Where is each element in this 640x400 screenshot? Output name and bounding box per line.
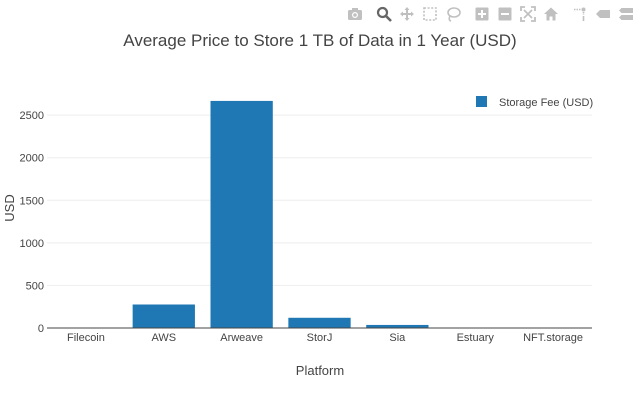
bar-storj[interactable] xyxy=(288,317,351,328)
lasso-select-icon[interactable] xyxy=(443,4,463,24)
zoom-out-icon[interactable] xyxy=(495,4,515,24)
x-tick-label: AWS xyxy=(151,332,176,344)
x-tick-label: Arweave xyxy=(220,332,263,344)
legend-label: Storage Fee (USD) xyxy=(499,97,593,109)
y-tick-label: 2000 xyxy=(20,153,44,165)
camera-icon[interactable] xyxy=(345,4,365,24)
y-tick-label: 0 xyxy=(38,323,44,335)
reset-axes-icon[interactable] xyxy=(541,4,561,24)
y-tick-labels: 0 500 1000 1500 2000 2500 xyxy=(20,110,44,335)
gridlines xyxy=(47,114,592,286)
zoom-icon[interactable] xyxy=(374,4,394,24)
autoscale-icon[interactable] xyxy=(518,4,538,24)
hover-compare-icon[interactable] xyxy=(616,4,636,24)
pan-icon[interactable] xyxy=(397,4,417,24)
legend-swatch[interactable] xyxy=(476,96,487,107)
spike-lines-icon[interactable] xyxy=(570,4,590,24)
legend[interactable]: Storage Fee (USD) xyxy=(476,96,593,109)
y-tick-label: 500 xyxy=(26,280,44,292)
y-axis-title: USD xyxy=(2,194,17,221)
x-axis-title: Platform xyxy=(296,363,344,378)
y-tick-label: 2500 xyxy=(20,110,44,122)
x-tick-label: Filecoin xyxy=(67,332,105,344)
x-tick-label: Sia xyxy=(389,332,406,344)
x-tick-label: Estuary xyxy=(457,332,495,344)
y-tick-label: 1000 xyxy=(20,238,44,250)
hover-closest-icon[interactable] xyxy=(593,4,613,24)
modebar xyxy=(342,4,636,24)
bar-aws[interactable] xyxy=(132,304,195,328)
y-tick-label: 1500 xyxy=(20,195,44,207)
x-tick-label: StorJ xyxy=(307,332,333,344)
bar-arweave[interactable] xyxy=(210,100,273,328)
bars xyxy=(54,100,429,328)
x-tick-label: NFT.storage xyxy=(523,332,583,344)
bar-sia[interactable] xyxy=(366,324,429,328)
box-select-icon[interactable] xyxy=(420,4,440,24)
x-tick-labels: Filecoin AWS Arweave StorJ Sia Estuary NFT.sto… xyxy=(67,332,583,344)
chart-title: Average Price to Store 1 TB of Data in 1… xyxy=(123,31,516,50)
zoom-in-icon[interactable] xyxy=(472,4,492,24)
